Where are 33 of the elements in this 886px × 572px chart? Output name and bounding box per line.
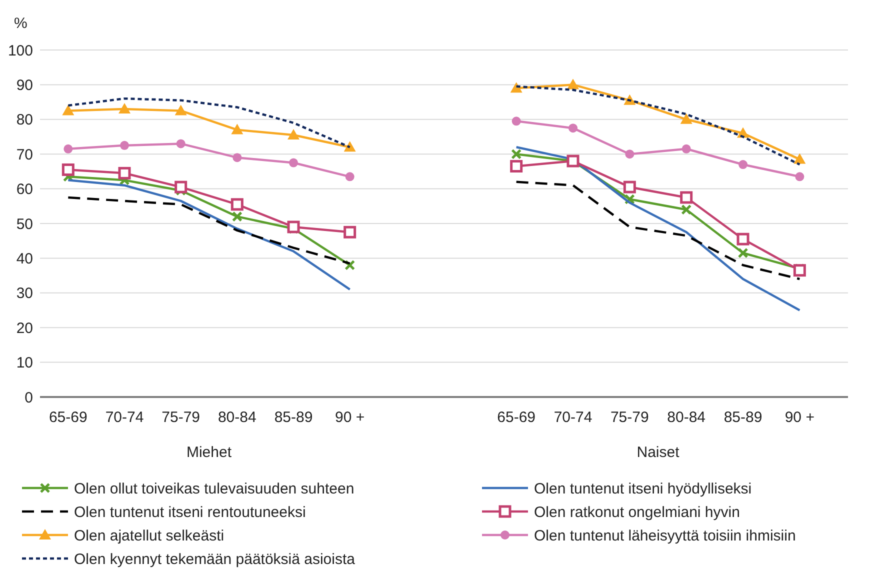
legend-label: Olen tuntenut läheisyyttä toisiin ihmisiin xyxy=(534,527,796,544)
y-tick-label: 50 xyxy=(16,216,33,233)
y-axis-title: % xyxy=(14,15,28,32)
y-tick-label: 100 xyxy=(8,42,33,60)
y-tick-label: 90 xyxy=(16,76,33,94)
legend-label: Olen tuntenut itseni hyödylliseksi xyxy=(534,480,752,498)
legend-label: Olen ollut toiveikas tulevaisuuden suhteen xyxy=(74,480,354,498)
y-tick-label: 80 xyxy=(16,112,33,129)
x-tick-label: 80-84 xyxy=(667,409,706,426)
y-tick-label: 60 xyxy=(16,181,33,198)
y-tick-label: 20 xyxy=(16,320,33,337)
y-tick-label: 40 xyxy=(16,250,33,268)
x-tick-label: 65-69 xyxy=(48,409,88,426)
x-axis-title: Naiset xyxy=(636,444,680,461)
x-tick-label: 70-74 xyxy=(105,409,144,426)
x-tick-label: 75-79 xyxy=(162,409,200,426)
x-tick-label: 85-89 xyxy=(724,409,762,426)
y-tick-label: 30 xyxy=(16,285,33,302)
legend-label: Olen tuntenut itseni rentoutuneeksi xyxy=(74,504,306,521)
legend-label: Olen ajatellut selkeästi xyxy=(74,527,224,544)
x-axis-title: Miehet xyxy=(186,444,232,461)
x-tick-label: 90 + xyxy=(335,409,365,426)
legend-label: Olen kyennyt tekemään päätöksiä asioista xyxy=(74,550,356,568)
x-tick-label: 90 + xyxy=(784,409,815,426)
y-tick-label: 0 xyxy=(24,389,33,406)
x-tick-label: 65-69 xyxy=(497,409,536,426)
y-tick-label: 70 xyxy=(16,146,33,164)
x-tick-label: 80-84 xyxy=(218,409,256,426)
x-tick-label: 70-74 xyxy=(554,409,592,426)
x-tick-label: 85-89 xyxy=(274,409,313,426)
y-tick-label: 10 xyxy=(16,354,33,372)
legend-label: Olen ratkonut ongelmiani hyvin xyxy=(534,504,740,521)
x-tick-label: 75-79 xyxy=(610,409,649,426)
